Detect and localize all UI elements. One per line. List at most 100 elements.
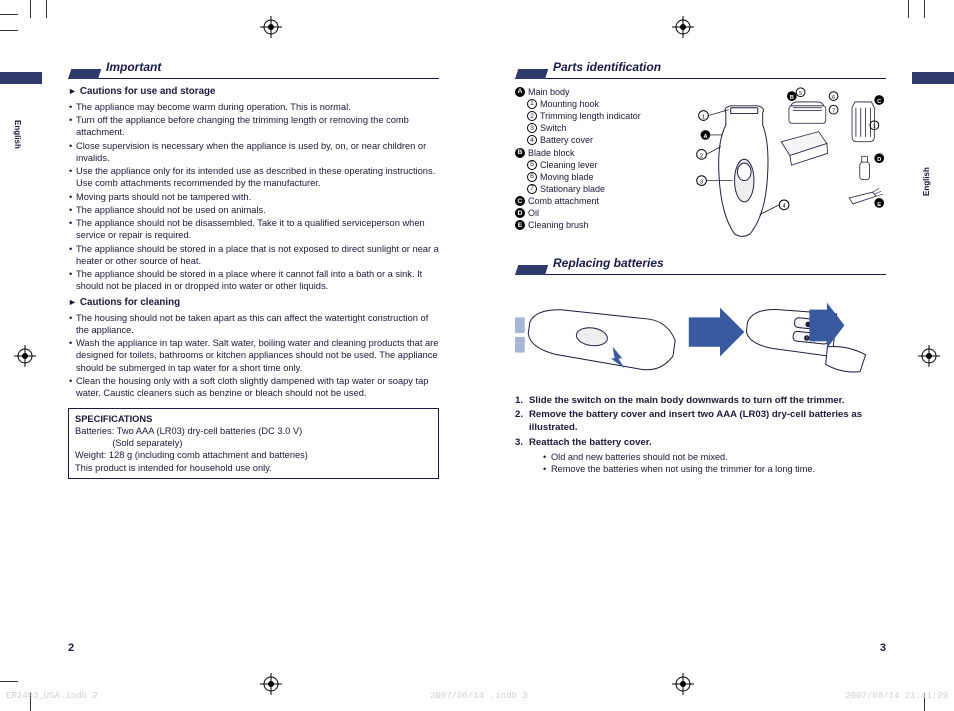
- svg-text:E: E: [877, 202, 881, 208]
- parts-sublabel: Trimming length indicator: [540, 110, 641, 122]
- battery-diagram: ⊕ ⊖ ⊖ ⊕: [515, 282, 886, 387]
- list-item: The appliance should be stored in a plac…: [68, 243, 439, 268]
- parts-subitem: 3Switch: [515, 122, 645, 134]
- parts-item: AMain body: [515, 86, 645, 98]
- edge-stripe: [912, 72, 954, 84]
- svg-text:B: B: [790, 95, 794, 101]
- bullet-letter-icon: E: [515, 220, 525, 230]
- parts-label: Blade block: [528, 147, 575, 159]
- page-left: English Important ►Cautions for use and …: [42, 40, 465, 656]
- bullet-number-icon: 1: [527, 99, 537, 109]
- registration-mark-icon: [672, 16, 694, 38]
- language-tab: English: [10, 120, 22, 166]
- parts-sublabel: Switch: [540, 122, 567, 134]
- footer-file-right: .indb 3: [490, 691, 528, 701]
- subhead-text: Cautions for use and storage: [80, 86, 216, 97]
- spec-line: Batteries: Two AAA (LR03) dry-cell batte…: [75, 425, 432, 437]
- svg-text:1: 1: [702, 114, 705, 120]
- parts-subitem: 2Trimming length indicator: [515, 110, 645, 122]
- cautions-clean-list: The housing should not be taken apart as…: [68, 312, 439, 400]
- parts-sublabel: Battery cover: [540, 134, 593, 146]
- list-item: Use the appliance only for its intended …: [68, 165, 439, 190]
- parts-subitem: 6Moving blade: [515, 171, 645, 183]
- list-item: Close supervision is necessary when the …: [68, 140, 439, 165]
- bullet-number-icon: 3: [527, 123, 537, 133]
- registration-mark-icon: [14, 345, 36, 367]
- svg-text:1: 1: [873, 124, 876, 130]
- parts-label: Main body: [528, 86, 570, 98]
- bullet-letter-icon: D: [515, 208, 525, 218]
- parts-subitem: 1Mounting hook: [515, 98, 645, 110]
- registration-mark-icon: [260, 673, 282, 695]
- subhead-cautions-clean: ►Cautions for cleaning: [68, 297, 439, 310]
- parts-item: CComb attachment: [515, 195, 645, 207]
- svg-text:3: 3: [700, 179, 703, 185]
- parts-sublabel: Cleaning lever: [540, 159, 598, 171]
- parts-label: Cleaning brush: [528, 219, 589, 231]
- edge-stripe: [0, 72, 42, 84]
- footer-date-center: 2007/06/14: [430, 691, 484, 701]
- parts-item: ECleaning brush: [515, 219, 645, 231]
- list-item: Old and new batteries should not be mixe…: [543, 451, 886, 463]
- spec-line: Weight: 128 g (including comb attachment…: [75, 449, 432, 461]
- step-item: Remove the battery cover and insert two …: [515, 409, 886, 434]
- parts-diagram: A 1 2 3 4: [653, 86, 886, 246]
- parts-label: Comb attachment: [528, 195, 599, 207]
- subhead-cautions-use: ►Cautions for use and storage: [68, 86, 439, 99]
- page-number: 2: [68, 641, 74, 656]
- bullet-number-icon: 5: [527, 160, 537, 170]
- list-item: Wash the appliance in tap water. Salt wa…: [68, 337, 439, 374]
- section-title-replace: Replacing batteries: [515, 256, 886, 275]
- bullet-letter-icon: C: [515, 196, 525, 206]
- svg-text:D: D: [877, 157, 881, 163]
- subhead-text: Cautions for cleaning: [80, 297, 180, 308]
- spec-title: SPECIFICATIONS: [75, 413, 432, 425]
- step-text: Reattach the battery cover.: [529, 437, 652, 448]
- bullet-number-icon: 6: [527, 172, 537, 182]
- cautions-use-list: The appliance may become warm during ope…: [68, 101, 439, 293]
- bullet-letter-icon: A: [515, 87, 525, 97]
- page-right: English Parts identification AMain body1…: [489, 40, 912, 656]
- step-item: Reattach the battery cover. Old and new …: [515, 437, 886, 476]
- svg-text:7: 7: [832, 108, 835, 114]
- registration-mark-icon: [260, 16, 282, 38]
- list-item: Clean the housing only with a soft cloth…: [68, 375, 439, 400]
- section-title-parts: Parts identification: [515, 60, 886, 79]
- language-tab: English: [922, 150, 934, 196]
- parts-item: DOil: [515, 207, 645, 219]
- replace-steps: Slide the switch on the main body downwa…: [515, 395, 886, 476]
- parts-subitem: 5Cleaning lever: [515, 159, 645, 171]
- parts-list: AMain body1Mounting hook2Trimming length…: [515, 86, 645, 232]
- svg-text:5: 5: [799, 91, 802, 97]
- footer-timestamp: 2007/06/14 21:41:29: [845, 691, 948, 701]
- spec-line: (Sold separately): [75, 437, 432, 449]
- bullet-letter-icon: B: [515, 148, 525, 158]
- list-item: Remove the batteries when not using the …: [543, 463, 886, 475]
- bullet-number-icon: 4: [527, 135, 537, 145]
- registration-mark-icon: [672, 673, 694, 695]
- parts-item: BBlade block: [515, 147, 645, 159]
- spec-box: SPECIFICATIONS Batteries: Two AAA (LR03)…: [68, 408, 439, 479]
- list-item: The appliance should not be disassembled…: [68, 217, 439, 242]
- footer-file-left: ER2403_USA.indb 2: [6, 691, 98, 701]
- svg-text:6: 6: [832, 95, 835, 101]
- parts-subitem: 4Battery cover: [515, 134, 645, 146]
- replace-notes: Old and new batteries should not be mixe…: [529, 451, 886, 475]
- list-item: Moving parts should not be tampered with…: [68, 191, 439, 203]
- parts-label: Oil: [528, 207, 539, 219]
- parts-sublabel: Stationary blade: [540, 183, 605, 195]
- spec-line: This product is intended for household u…: [75, 462, 432, 474]
- bullet-number-icon: 2: [527, 111, 537, 121]
- list-item: The appliance may become warm during ope…: [68, 101, 439, 113]
- list-item: The appliance should not be used on anim…: [68, 204, 439, 216]
- registration-mark-icon: [918, 345, 940, 367]
- parts-sublabel: Mounting hook: [540, 98, 599, 110]
- list-item: Turn off the appliance before changing t…: [68, 114, 439, 139]
- bullet-number-icon: 7: [527, 184, 537, 194]
- step-item: Slide the switch on the main body downwa…: [515, 395, 886, 408]
- list-item: The housing should not be taken apart as…: [68, 312, 439, 337]
- section-title-important: Important: [68, 60, 439, 79]
- parts-sublabel: Moving blade: [540, 171, 594, 183]
- parts-subitem: 7Stationary blade: [515, 183, 645, 195]
- list-item: The appliance should be stored in a plac…: [68, 268, 439, 293]
